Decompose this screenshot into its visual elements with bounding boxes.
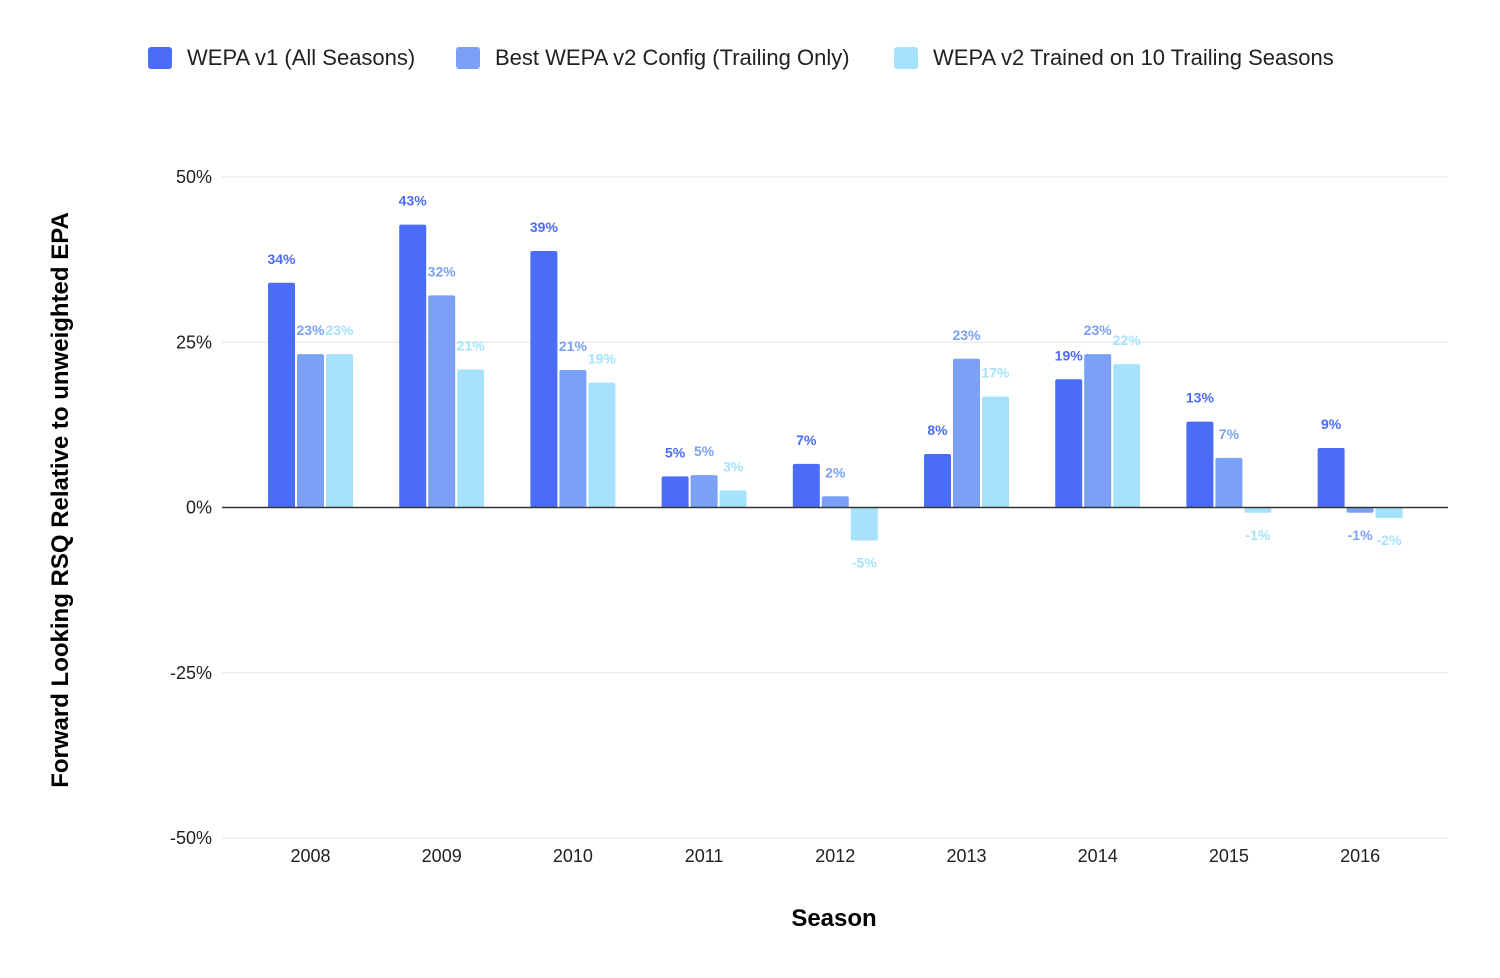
legend-swatch: [456, 47, 480, 69]
y-tick-label: 50%: [176, 167, 212, 187]
bar-2010-series-3: [588, 382, 616, 508]
legend-item-3[interactable]: WEPA v2 Trained on 10 Trailing Seasons: [894, 45, 1334, 70]
data-label: 22%: [1113, 332, 1142, 348]
data-label: 19%: [588, 351, 617, 367]
data-label: 3%: [723, 458, 744, 474]
x-tick-label: 2008: [290, 846, 330, 866]
bar-2009-series-2: [428, 295, 456, 508]
bar-2009-series-3: [457, 369, 485, 508]
legend-label: WEPA v2 Trained on 10 Trailing Seasons: [933, 45, 1334, 70]
data-label: 7%: [1219, 426, 1240, 442]
legend-swatch: [894, 47, 918, 69]
legend-swatch: [148, 47, 172, 69]
bar-2010-series-1: [530, 251, 558, 508]
bar-2011-series-3: [719, 490, 747, 508]
y-axis-title: Forward Looking RSQ Relative to unweight…: [47, 212, 74, 788]
data-label: -1%: [1245, 527, 1270, 543]
bar-2012-series-1: [792, 463, 820, 508]
bar-2012-series-2: [821, 496, 849, 508]
bar-2016-series-3: [1375, 507, 1403, 519]
bar-2014-series-1: [1055, 379, 1083, 508]
bar-2016-series-2: [1346, 507, 1374, 513]
x-tick-label: 2012: [815, 846, 855, 866]
x-axis: 2008 2009 2010 2011 2012 2013 2014 2015 2016: [222, 506, 1448, 866]
data-label: 21%: [457, 337, 486, 353]
data-label: -5%: [852, 555, 877, 571]
data-label: 2%: [825, 464, 846, 480]
data-label: 5%: [694, 443, 715, 459]
bar-2008-series-1: [268, 282, 295, 508]
x-axis-title: Season: [791, 905, 876, 932]
legend: WEPA v1 (All Seasons) Best WEPA v2 Config…: [148, 45, 1334, 70]
data-label: 7%: [796, 432, 817, 448]
data-label: 23%: [952, 327, 981, 343]
bar-2013-series-1: [924, 453, 951, 508]
bar-2010-series-2: [559, 370, 587, 508]
data-label: 23%: [1084, 322, 1113, 338]
data-label: 34%: [267, 251, 296, 267]
bar-2014-series-3: [1113, 364, 1141, 508]
y-tick-label: -50%: [170, 828, 212, 848]
bar-2008-series-3: [326, 354, 353, 508]
bar-2012-series-3: [850, 507, 878, 541]
bar-2015-series-1: [1186, 421, 1214, 508]
x-tick-label: 2011: [685, 846, 724, 866]
legend-item-2[interactable]: Best WEPA v2 Config (Trailing Only): [456, 45, 850, 70]
x-tick-label: 2015: [1209, 846, 1249, 866]
y-axis: 50% 25% 0% -25% -50%: [170, 167, 212, 848]
bar-2008-series-2: [297, 354, 324, 508]
legend-label: WEPA v1 (All Seasons): [187, 45, 415, 70]
data-label: 17%: [981, 364, 1010, 380]
bar-2015-series-2: [1215, 457, 1243, 508]
x-tick-label: 2016: [1340, 846, 1380, 866]
bar-2013-series-3: [982, 396, 1009, 508]
bars: [268, 224, 1403, 541]
y-tick-label: 0%: [186, 498, 212, 518]
data-label: 39%: [530, 219, 559, 235]
bar-2011-series-1: [661, 476, 689, 508]
legend-item-1[interactable]: WEPA v1 (All Seasons): [148, 45, 415, 70]
bar-2011-series-2: [690, 475, 718, 508]
data-labels: 34%43%39%5%7%8%19%13%9%23%32%21%5%2%23% 2…: [267, 193, 1402, 571]
data-label: 43%: [399, 193, 428, 209]
legend-label: Best WEPA v2 Config (Trailing Only): [495, 45, 850, 70]
bar-2016-series-1: [1317, 448, 1345, 508]
bar-2013-series-2: [953, 358, 980, 508]
x-tick-label: 2013: [946, 846, 986, 866]
x-tick-label: 2010: [553, 846, 593, 866]
data-label: 19%: [1055, 347, 1084, 363]
data-label: 5%: [665, 444, 686, 460]
data-label: 13%: [1186, 390, 1215, 406]
data-label: 9%: [1321, 416, 1342, 432]
data-label: 23%: [296, 322, 325, 338]
data-label: 32%: [428, 263, 457, 279]
data-label: 23%: [325, 322, 354, 338]
data-label: 21%: [559, 338, 588, 354]
y-tick-label: -25%: [170, 663, 212, 683]
data-label: -2%: [1377, 532, 1402, 548]
x-tick-label: 2014: [1078, 846, 1118, 866]
bar-2015-series-3: [1244, 507, 1272, 513]
bar-2014-series-2: [1084, 354, 1112, 508]
x-tick-label: 2009: [422, 846, 462, 866]
y-tick-label: 25%: [176, 332, 212, 352]
data-label: 8%: [927, 422, 948, 438]
data-label: -1%: [1348, 527, 1373, 543]
bar-2009-series-1: [399, 224, 427, 508]
